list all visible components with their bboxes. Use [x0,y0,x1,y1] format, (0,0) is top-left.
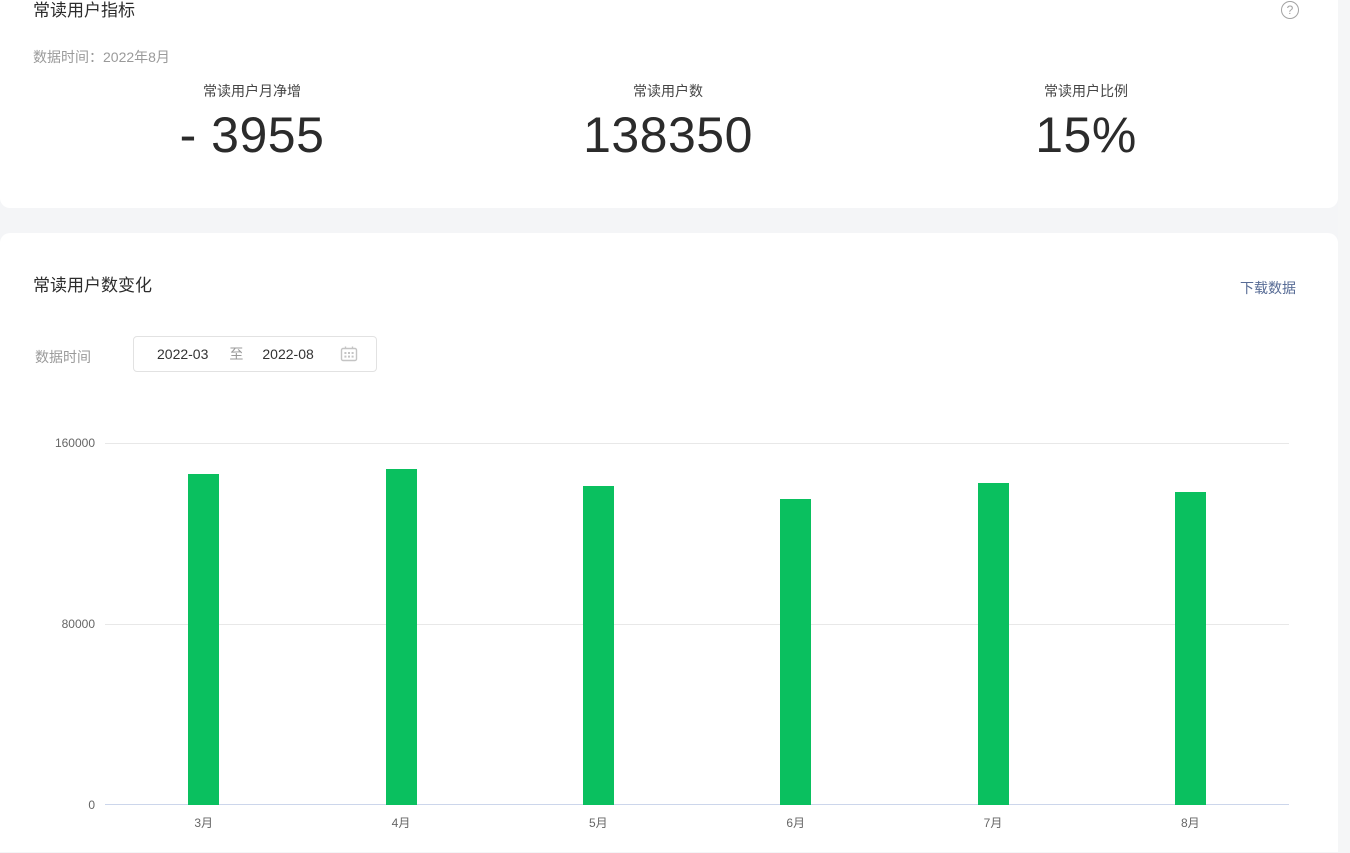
date-end-value[interactable]: 2022-08 [262,346,314,362]
x-tick-label: 8月 [1180,816,1200,830]
x-tick-label: 6月 [786,816,805,830]
data-time-label: 数据时间：2022年8月 [33,49,170,65]
y-tick-label: 0 [88,798,95,812]
metric-label: 常读用户比例 [1044,83,1128,99]
x-axis-line [105,804,1289,805]
metric-label: 常读用户月净增 [203,83,301,99]
help-icon[interactable]: ? [1281,1,1299,19]
x-tick-label: 3月 [194,816,213,830]
y-axis-labels: 0 80000 160000 [0,436,95,812]
metrics-card: 常读用户指标 ? 数据时间：2022年8月 常读用户月净增 - 3955 常读用… [0,0,1338,208]
date-separator: 至 [229,346,244,362]
bar-4月[interactable] [385,469,417,805]
bar-8月[interactable] [1174,492,1206,805]
metric-regular-reader-ratio: 常读用户比例 15% [886,82,1286,164]
scrollbar-track[interactable] [1338,0,1350,852]
bar-5月[interactable] [582,486,614,805]
gridline [105,443,1289,444]
download-data-link[interactable]: 下载数据 [1240,280,1296,296]
bar-chart: 0 80000 160000 3月 4月 5月 6月 7月 8月 [0,436,1338,853]
metric-label: 常读用户数 [633,83,703,99]
x-tick-label: 7月 [983,816,1003,830]
metric-value: - 3955 [179,107,325,163]
metrics-card-title: 常读用户指标 [33,1,135,20]
chart-plot: 3月 4月 5月 6月 7月 8月 [105,443,1289,830]
bar-3月[interactable] [188,474,220,805]
date-filter-label: 数据时间 [35,349,91,365]
y-tick-label: 160000 [54,436,95,450]
metric-monthly-net-growth: 常读用户月净增 - 3955 [52,82,452,164]
chart-card-title: 常读用户数变化 [33,276,152,295]
metric-value: 15% [1035,107,1137,163]
chart-card: 常读用户数变化 下载数据 数据时间 2022-03 至 2022-08 0 800… [0,233,1338,852]
date-start-value[interactable]: 2022-03 [157,346,209,362]
metric-regular-readers: 常读用户数 138350 [468,82,868,164]
x-tick-label: 4月 [391,816,411,830]
metric-value: 138350 [583,107,753,163]
y-tick-label: 80000 [61,617,95,631]
bar-6月[interactable] [780,499,812,805]
bar-7月[interactable] [977,483,1009,805]
x-tick-label: 5月 [588,816,608,830]
calendar-icon[interactable] [340,345,358,363]
gridline [105,624,1289,625]
date-range-picker[interactable]: 2022-03 至 2022-08 [133,336,377,372]
